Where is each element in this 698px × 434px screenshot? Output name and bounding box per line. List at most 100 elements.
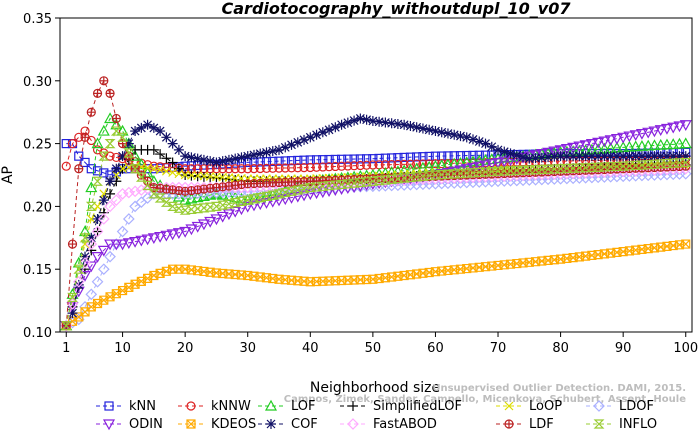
data-point: [166, 229, 179, 241]
legend-item-ldof: LDOF: [586, 399, 654, 414]
data-point: [611, 161, 623, 172]
data-point: [655, 159, 667, 169]
legend-label: INFLO: [619, 417, 657, 432]
data-point: [267, 190, 279, 200]
data-point: [318, 162, 328, 172]
data-point: [679, 167, 692, 180]
data-point: [635, 140, 648, 151]
data-point: [455, 168, 466, 179]
data-point: [242, 195, 254, 205]
x-axis: 1 10 20 30 40 50 60 70 80 90 100: [62, 332, 698, 356]
legend-marker: [504, 401, 514, 411]
legend-label: SimplifiedLOF: [373, 399, 462, 414]
data-point: [160, 230, 173, 242]
data-point: [474, 136, 485, 147]
data-point: [198, 154, 209, 165]
data-point: [154, 231, 167, 243]
data-point: [317, 127, 328, 138]
data-point: [249, 163, 259, 174]
data-point: [417, 171, 429, 181]
data-point: [511, 165, 523, 176]
data-point: [436, 127, 447, 138]
data-point: [617, 161, 629, 171]
data-point: [348, 178, 360, 188]
data-point: [305, 162, 315, 173]
data-point: [387, 153, 397, 163]
data-point: [110, 118, 123, 130]
data-point: [91, 137, 104, 149]
data-point: [374, 116, 385, 127]
data-point: [66, 297, 79, 310]
legend-label: ODIN: [129, 417, 163, 432]
data-point: [274, 156, 284, 166]
data-point: [97, 124, 110, 136]
data-point: [386, 174, 398, 184]
data-point: [142, 180, 154, 191]
series-inflo: [60, 126, 692, 331]
data-point: [517, 165, 529, 175]
data-point: [610, 133, 623, 145]
data-point: [549, 151, 560, 162]
data-point: [230, 153, 241, 164]
plot-area: [59, 17, 693, 333]
data-point: [605, 162, 617, 172]
data-point: [635, 128, 648, 140]
data-point: [555, 151, 566, 162]
x-tick-label: 50: [365, 341, 382, 356]
data-point: [110, 126, 122, 136]
data-point: [261, 163, 272, 173]
data-point: [618, 151, 629, 162]
data-point: [279, 187, 291, 198]
legend-label: LoOP: [529, 399, 562, 414]
data-point: [216, 211, 229, 223]
data-point: [542, 164, 554, 174]
data-point: [160, 197, 172, 207]
data-point: [454, 156, 467, 168]
data-point: [73, 264, 85, 274]
data-point: [167, 201, 179, 211]
data-point: [98, 195, 109, 206]
data-point: [392, 174, 404, 184]
data-point: [323, 186, 336, 198]
data-point: [505, 148, 516, 159]
data-point: [179, 226, 192, 238]
watermark-line: Campos, Zimek, Sander, Campello, Micenko…: [284, 394, 686, 405]
data-point: [405, 159, 416, 169]
data-point: [273, 189, 285, 199]
data-point: [354, 177, 366, 188]
data-point: [173, 144, 184, 155]
data-point: [568, 151, 579, 162]
data-point: [74, 151, 84, 161]
data-point: [585, 139, 598, 150]
data-point: [286, 163, 297, 173]
data-point: [304, 189, 317, 201]
data-point: [598, 162, 610, 172]
data-point: [649, 159, 660, 169]
data-point: [104, 250, 116, 263]
data-point: [355, 154, 365, 164]
y-axis-label: AP: [0, 166, 16, 184]
data-point: [611, 151, 622, 162]
data-point: [560, 144, 573, 155]
data-point: [673, 137, 686, 149]
data-point: [72, 275, 85, 288]
data-point: [593, 151, 604, 162]
data-point: [548, 146, 561, 158]
data-point: [180, 151, 191, 162]
data-point: [405, 121, 416, 132]
data-point: [97, 245, 110, 257]
data-point: [511, 150, 522, 161]
data-point: [679, 120, 692, 131]
legend-item-lof: LOF: [258, 399, 316, 414]
data-point: [530, 165, 542, 175]
data-point: [668, 151, 679, 162]
data-point: [122, 238, 135, 250]
data-point: [586, 162, 598, 173]
data-point: [243, 164, 253, 174]
data-point: [80, 251, 91, 262]
data-point: [211, 157, 222, 168]
data-point: [111, 152, 121, 163]
data-point: [105, 176, 116, 187]
data-point: [573, 141, 586, 153]
data-point: [673, 121, 686, 133]
